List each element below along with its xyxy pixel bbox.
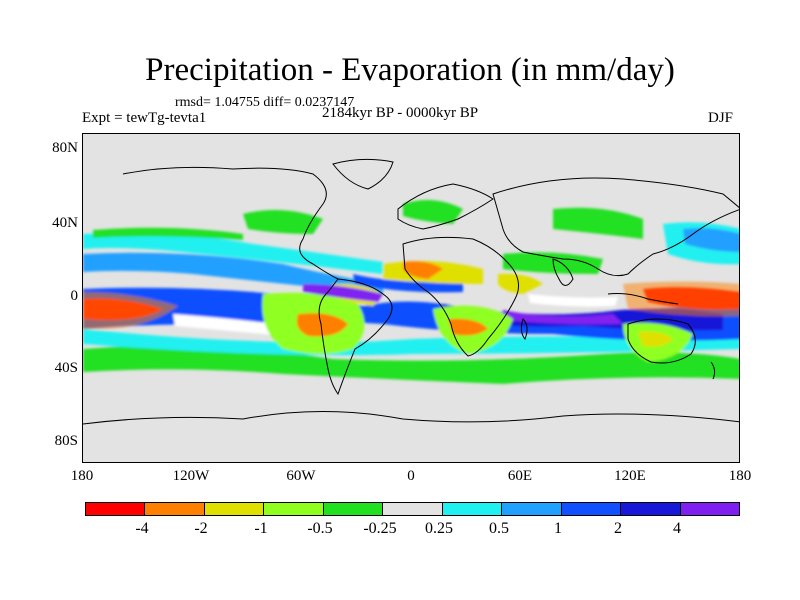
field-yellow-east-africa <box>498 273 543 294</box>
field-cyan-north-pacific <box>83 232 383 274</box>
field-green-asia <box>553 207 643 239</box>
colorbar <box>85 502 740 516</box>
coastline-new-zealand <box>710 361 716 380</box>
map-title: Precipitation - Evaporation (in mm/day) <box>145 52 675 88</box>
x-label-60w: 60W <box>286 468 316 484</box>
field-blue-atlantic <box>353 274 463 293</box>
field-orange-west-pacific <box>623 281 739 317</box>
field-layer <box>83 158 739 425</box>
coastline-greenland <box>332 158 394 190</box>
colorbar-label: 4 <box>673 520 681 537</box>
coastline-africa <box>402 236 519 357</box>
colorbar-box-9 <box>621 503 681 515</box>
field-green-europe <box>403 200 463 224</box>
field-purple-atlantic <box>303 284 383 302</box>
coastline-asia <box>492 177 739 277</box>
colorbar-box-4 <box>323 503 384 515</box>
colorbar-box-8 <box>561 503 622 515</box>
colorbar-label: -2 <box>194 520 208 537</box>
colorbar-box-0 <box>86 503 146 515</box>
y-label-40s: 40S <box>54 360 78 376</box>
colorbar-box-1 <box>145 503 205 515</box>
x-label-60e: 60E <box>507 468 533 484</box>
field-cyan-south <box>83 329 739 356</box>
coastline-europe <box>397 183 494 230</box>
coastline-india <box>552 258 574 286</box>
x-label-180e: 180 <box>728 468 752 484</box>
field-green-south-band <box>83 345 739 384</box>
coastline-antarctica <box>83 411 739 425</box>
coastline-madagascar <box>520 318 528 340</box>
season-label: DJF <box>708 110 734 126</box>
period-label: 2184kyr BP - 0000kyr BP <box>322 105 479 121</box>
colorbar-box-2 <box>204 503 265 515</box>
field-green-north-america <box>243 210 323 234</box>
colorbar-box-6 <box>442 503 503 515</box>
y-label-40n: 40N <box>52 215 78 231</box>
field-green-north-pacific <box>93 227 243 240</box>
coastline-australia <box>627 318 696 364</box>
coastline-indonesia <box>607 293 679 305</box>
colorbar-label: -0.5 <box>307 520 333 537</box>
y-label-80s: 80S <box>54 433 78 449</box>
coastline-north-america <box>122 166 339 280</box>
field-yellow-australia <box>638 331 673 347</box>
colorbar-box-5 <box>383 503 443 515</box>
field-orange-south-america <box>296 313 348 337</box>
colorbar-label: -1 <box>254 520 268 537</box>
coastline-south-america <box>318 278 393 396</box>
experiment-label: Expt = tewTg-tevta1 <box>82 110 207 126</box>
field-purple-core <box>503 310 623 325</box>
colorbar-label: -0.25 <box>363 520 397 537</box>
y-label-80n: 80N <box>52 140 78 156</box>
x-label-0: 0 <box>407 468 415 484</box>
colorbar-label: 0.25 <box>425 520 453 537</box>
field-blue-tropics <box>83 287 739 341</box>
x-label-120e: 120E <box>614 468 646 484</box>
colorbar-box-10 <box>680 503 739 515</box>
map-panel <box>82 133 740 463</box>
field-orange-south-africa <box>448 318 488 336</box>
x-label-180w: 180 <box>70 468 94 484</box>
colorbar-label: -4 <box>135 520 149 537</box>
field-orange-north-africa <box>403 261 443 279</box>
x-label-120w: 120W <box>172 468 210 484</box>
coastlines <box>83 158 739 425</box>
colorbar-box-3 <box>264 503 324 515</box>
field-lightblue-itcz <box>83 252 383 294</box>
colorbar-label: 2 <box>614 520 622 537</box>
field-blue-north-west-pacific <box>683 228 739 252</box>
y-label-equator: 0 <box>70 288 79 304</box>
colorbar-label: 1 <box>554 520 562 537</box>
colorbar-box-7 <box>502 503 562 515</box>
colorbar-label: 0.5 <box>489 520 509 537</box>
stats-text: rmsd= 1.04755 diff= 0.0237147 <box>175 95 355 110</box>
field-orange-east-pacific <box>83 292 178 330</box>
field-white-indian <box>528 294 618 307</box>
